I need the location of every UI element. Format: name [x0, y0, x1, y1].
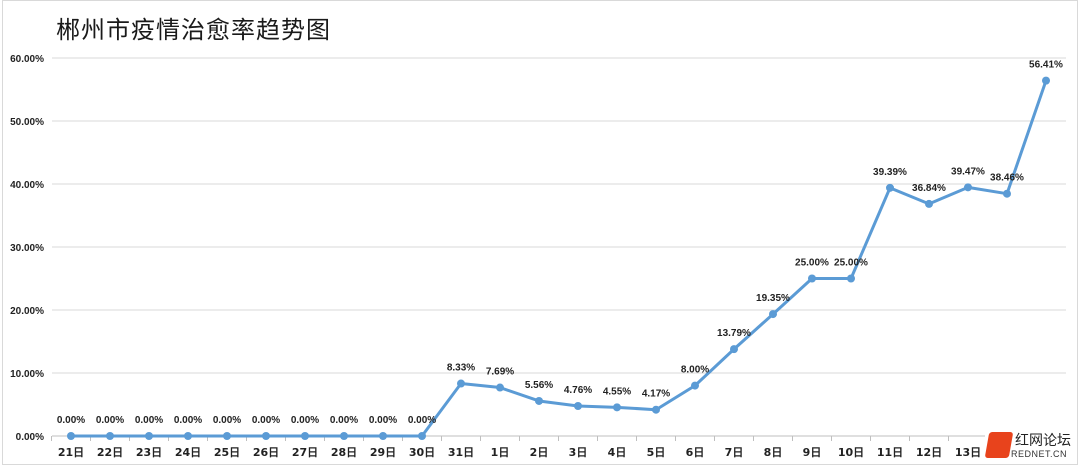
x-tick-label: 4日 — [608, 446, 627, 459]
data-point[interactable] — [1003, 189, 1011, 198]
data-point[interactable] — [379, 432, 387, 440]
data-label: 0.00% — [96, 415, 124, 426]
data-label: 39.47% — [951, 166, 985, 177]
x-tick-label: 3日 — [569, 446, 588, 459]
data-point[interactable] — [535, 396, 543, 405]
data-point[interactable] — [925, 199, 933, 208]
watermark-en: REDNET.CN — [1011, 449, 1068, 459]
data-point[interactable] — [730, 345, 738, 354]
data-label: 36.84% — [912, 183, 946, 194]
data-label: 8.00% — [681, 365, 709, 376]
y-tick-label: 50.00% — [10, 117, 44, 128]
x-tick-label: 2日 — [530, 446, 549, 459]
data-label: 7.69% — [486, 367, 514, 378]
data-label: 4.17% — [642, 389, 670, 400]
data-label: 39.39% — [873, 167, 907, 178]
data-point[interactable] — [340, 432, 348, 440]
data-point[interactable] — [67, 432, 75, 440]
x-tick-label: 12日 — [916, 446, 942, 459]
x-tick-label: 26日 — [253, 446, 279, 459]
data-label: 0.00% — [408, 415, 436, 426]
data-label: 25.00% — [834, 258, 868, 269]
data-point[interactable] — [301, 432, 309, 440]
x-tick-label: 8日 — [764, 446, 783, 459]
data-point[interactable] — [652, 405, 660, 414]
y-tick-label: 60.00% — [10, 54, 44, 65]
data-point[interactable] — [691, 381, 699, 390]
x-tick-label: 9日 — [803, 446, 822, 459]
x-tick-label: 23日 — [136, 446, 162, 459]
watermark: 红网论坛 REDNET.CN — [984, 430, 1077, 464]
y-tick-label: 40.00% — [10, 180, 44, 191]
x-tick-label: 22日 — [97, 446, 123, 459]
y-tick-label: 0.00% — [16, 432, 44, 443]
x-tick-label: 27日 — [292, 446, 318, 459]
x-tick-label: 11日 — [877, 446, 903, 459]
data-point[interactable] — [964, 183, 972, 192]
x-tick-label: 28日 — [331, 446, 357, 459]
data-label: 4.55% — [603, 386, 631, 397]
x-tick-label: 1日 — [491, 446, 510, 459]
data-point[interactable] — [808, 274, 816, 283]
x-tick-label: 30日 — [409, 446, 435, 459]
x-tick-label: 29日 — [370, 446, 396, 459]
data-point[interactable] — [184, 432, 192, 440]
data-point[interactable] — [496, 383, 504, 392]
data-point[interactable] — [106, 432, 114, 440]
x-tick-label: 7日 — [725, 446, 744, 459]
data-label: 0.00% — [174, 415, 202, 426]
chart-title: 郴州市疫情治愈率趋势图 — [56, 16, 331, 44]
x-tick-label: 25日 — [214, 446, 240, 459]
x-tick-label: 21日 — [58, 446, 84, 459]
data-point[interactable] — [262, 432, 270, 440]
data-label: 38.46% — [990, 173, 1024, 184]
data-label: 5.56% — [525, 380, 553, 391]
data-label: 0.00% — [252, 415, 280, 426]
data-label: 0.00% — [369, 415, 397, 426]
data-label: 0.00% — [213, 415, 241, 426]
y-tick-label: 30.00% — [10, 243, 44, 254]
series-line — [71, 80, 1048, 438]
x-tick-label: 31日 — [448, 446, 474, 459]
rednet-logo-icon — [984, 432, 1014, 458]
x-tick-label: 13日 — [955, 446, 981, 459]
data-label: 25.00% — [795, 258, 829, 269]
data-label: 56.41% — [1029, 60, 1063, 71]
data-label: 0.00% — [135, 415, 163, 426]
data-point[interactable] — [847, 274, 855, 283]
data-label: 4.76% — [564, 385, 592, 396]
data-point[interactable] — [613, 403, 621, 412]
data-point[interactable] — [1042, 76, 1050, 85]
data-point[interactable] — [145, 432, 153, 440]
x-tick-label: 5日 — [647, 446, 666, 459]
x-tick-label: 24日 — [175, 446, 201, 459]
data-point[interactable] — [457, 379, 465, 388]
data-label: 8.33% — [447, 363, 475, 374]
data-label: 0.00% — [291, 415, 319, 426]
data-point[interactable] — [223, 432, 231, 440]
data-label: 13.79% — [717, 328, 751, 339]
data-label: 19.35% — [756, 293, 790, 304]
data-point[interactable] — [769, 310, 777, 319]
data-point[interactable] — [886, 183, 894, 192]
data-point[interactable] — [574, 402, 582, 411]
data-label: 0.00% — [330, 415, 358, 426]
x-tick-label: 6日 — [686, 446, 705, 459]
watermark-cn: 红网论坛 — [1015, 433, 1071, 449]
y-tick-label: 20.00% — [10, 306, 44, 317]
y-tick-label: 10.00% — [10, 369, 44, 380]
data-label: 0.00% — [57, 415, 85, 426]
data-point[interactable] — [418, 432, 426, 440]
x-tick-label: 10日 — [838, 446, 864, 459]
